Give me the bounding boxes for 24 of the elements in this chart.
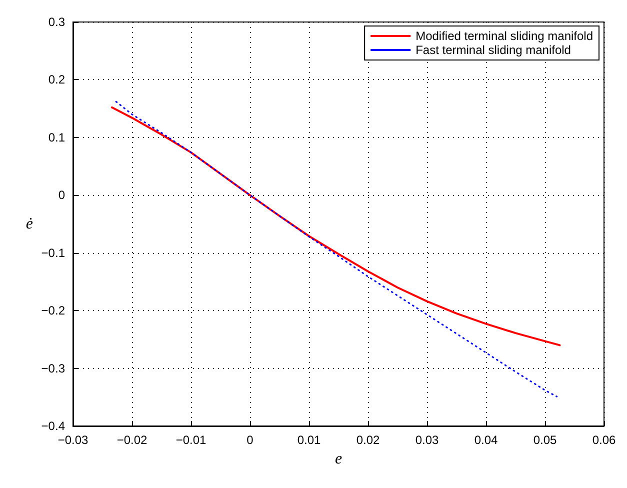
x-tick-label: 0.06 bbox=[592, 433, 616, 447]
x-tick-label: −0.02 bbox=[116, 433, 148, 447]
x-tick-label: −0.03 bbox=[58, 433, 88, 447]
y-tick-label: 0.3 bbox=[48, 15, 66, 29]
x-tick-label: 0.03 bbox=[415, 433, 439, 447]
line-series bbox=[115, 100, 558, 398]
y-tick-label: −0.4 bbox=[41, 419, 66, 433]
y-tick-label: −0.1 bbox=[41, 246, 66, 260]
x-tick-label: 0.04 bbox=[474, 433, 498, 447]
y-axis-title: ė bbox=[26, 216, 33, 232]
y-tick-label: 0.1 bbox=[48, 130, 66, 144]
x-axis-title: e bbox=[334, 450, 342, 468]
line-series bbox=[110, 106, 561, 346]
x-tick-label: 0.05 bbox=[533, 433, 557, 447]
y-tick-label: 0.2 bbox=[48, 72, 66, 87]
x-tick-label: −0.01 bbox=[176, 433, 206, 447]
x-tick-label: 0 bbox=[246, 433, 254, 447]
legend-label: Modified terminal sliding manifold bbox=[416, 29, 594, 43]
x-tick-label: 0.02 bbox=[356, 433, 380, 447]
y-tick-label: 0 bbox=[58, 188, 66, 202]
y-tick-label: −0.3 bbox=[41, 361, 66, 376]
x-tick-label: 0.01 bbox=[297, 433, 321, 447]
y-tick-label: −0.2 bbox=[41, 304, 66, 318]
legend-label: Fast terminal sliding manifold bbox=[416, 43, 571, 57]
